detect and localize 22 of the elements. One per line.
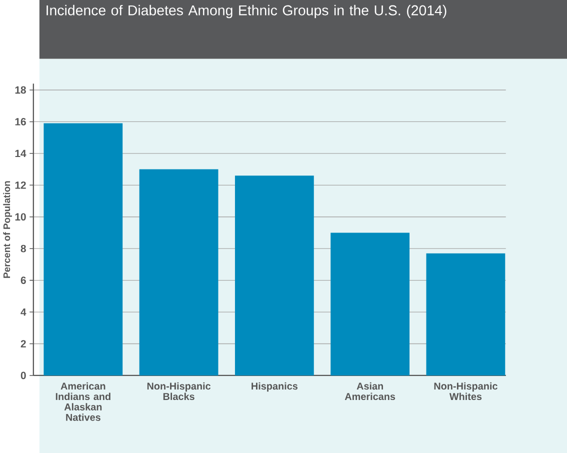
y-tick-label: 12 bbox=[15, 181, 26, 189]
y-tick-label: 4 bbox=[20, 308, 26, 316]
x-tick-label: Non-Hispanic Blacks bbox=[147, 382, 211, 400]
x-tick-label: Asian Americans bbox=[344, 382, 396, 400]
bar bbox=[330, 232, 410, 376]
y-tick-label: 0 bbox=[20, 372, 26, 379]
chart-title: Incidence of Diabetes Among Ethnic Groups in the U.S. (2014) bbox=[46, 4, 446, 18]
y-tick-label: 2 bbox=[20, 340, 26, 348]
y-tick-label: 16 bbox=[15, 118, 26, 126]
y-tick-label: 14 bbox=[15, 150, 26, 157]
bar bbox=[139, 169, 218, 376]
x-tick-label: American Indians and Alaskan Natives bbox=[56, 382, 110, 421]
y-tick-label: 18 bbox=[15, 86, 26, 94]
bar bbox=[44, 123, 123, 376]
bar bbox=[426, 253, 506, 376]
x-tick-label: Hispanics bbox=[252, 382, 298, 392]
bar bbox=[234, 175, 314, 376]
y-axis-title: Percent of Population bbox=[3, 181, 12, 278]
y-tick-label: 10 bbox=[15, 212, 26, 220]
y-tick-label: 6 bbox=[20, 276, 26, 284]
y-tick-label: 8 bbox=[20, 244, 26, 252]
x-tick-label: Non-Hispanic Whites bbox=[434, 382, 498, 400]
